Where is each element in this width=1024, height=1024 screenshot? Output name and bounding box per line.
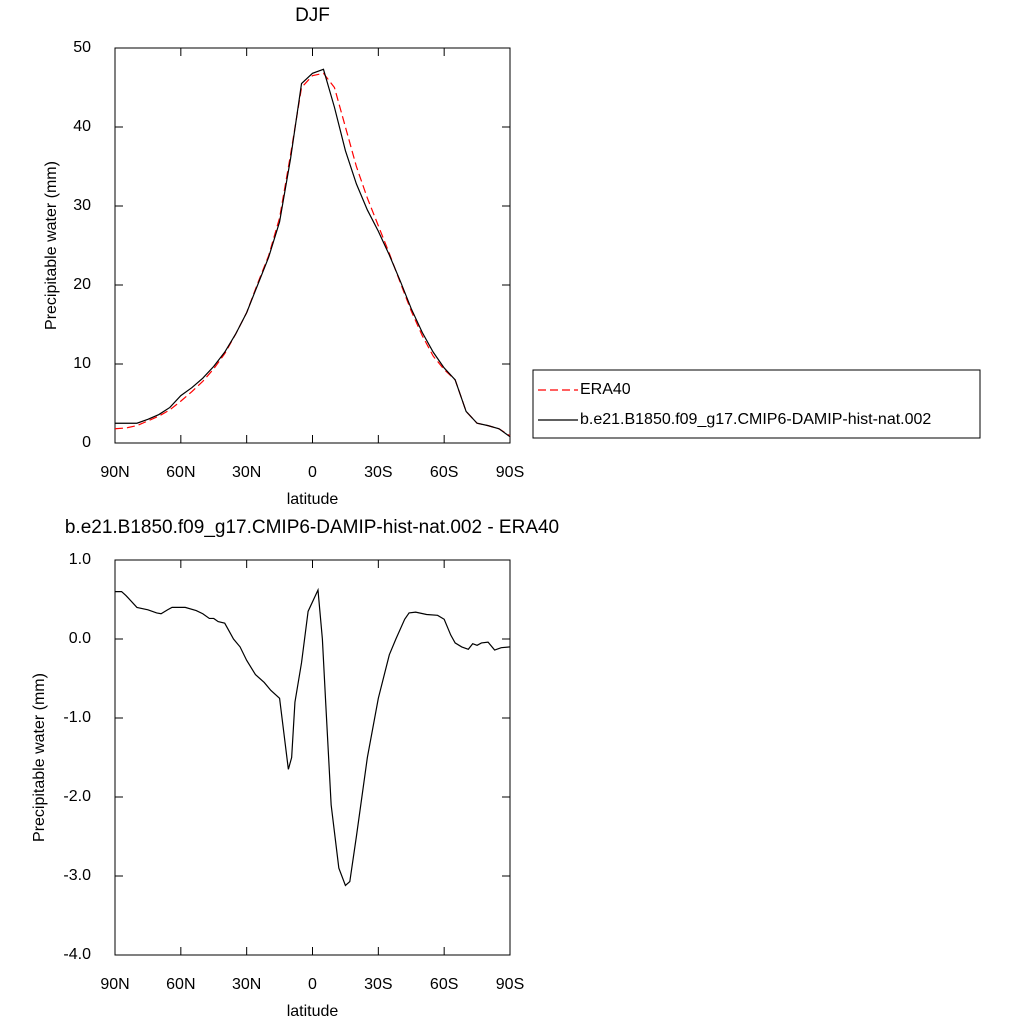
x-tick-label: 0	[308, 976, 317, 993]
x-tick-label: 60N	[166, 976, 195, 993]
y-axis-label: Precipitable water (mm)	[31, 673, 48, 842]
x-tick-label: 60S	[430, 464, 458, 481]
y-tick-label: 20	[73, 276, 91, 293]
data-line	[114, 72, 511, 437]
x-tick-label: 90S	[496, 976, 524, 993]
y-tick-label: 1.0	[69, 551, 91, 568]
x-tick-label: 90N	[100, 464, 129, 481]
plot-frame	[114, 559, 511, 956]
x-tick-label: 90S	[496, 464, 524, 481]
x-tick-label: 60S	[430, 976, 458, 993]
y-tick-label: 50	[73, 39, 91, 56]
x-tick-label: 30N	[232, 976, 261, 993]
x-tick-label: 0	[308, 464, 317, 481]
data-line	[115, 68, 511, 438]
y-axis-label: Precipitable water (mm)	[43, 161, 60, 330]
data-line	[115, 587, 511, 887]
legend-label: ERA40	[580, 381, 631, 398]
x-tick-label: 90N	[100, 976, 129, 993]
y-tick-label: 0.0	[69, 630, 91, 647]
chart-title: DJF	[295, 5, 330, 26]
plot-frame	[114, 47, 511, 444]
chart-title: b.e21.B1850.f09_g17.CMIP6-DAMIP-hist-nat…	[65, 517, 559, 538]
legend-label: b.e21.B1850.f09_g17.CMIP6-DAMIP-hist-nat…	[580, 411, 931, 428]
x-tick-label: 30S	[364, 976, 392, 993]
y-tick-label: -3.0	[63, 867, 91, 884]
y-tick-label: 10	[73, 355, 91, 372]
x-tick-label: 30S	[364, 464, 392, 481]
x-tick-label: 60N	[166, 464, 195, 481]
y-tick-label: 40	[73, 118, 91, 135]
y-tick-label: -2.0	[63, 788, 91, 805]
legend-box	[532, 369, 981, 439]
y-tick-label: -4.0	[63, 946, 91, 963]
x-axis-label: latitude	[287, 1003, 339, 1020]
x-tick-label: 30N	[232, 464, 261, 481]
y-tick-label: 30	[73, 197, 91, 214]
y-tick-label: 0	[82, 434, 91, 451]
y-tick-label: -1.0	[63, 709, 91, 726]
x-axis-label: latitude	[287, 491, 339, 508]
